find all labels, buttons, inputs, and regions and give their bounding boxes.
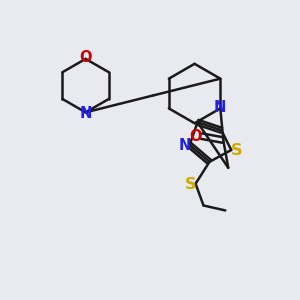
Text: N: N: [213, 100, 226, 115]
Text: N: N: [178, 137, 191, 152]
Text: O: O: [80, 50, 92, 65]
Text: S: S: [185, 177, 197, 192]
Text: O: O: [189, 129, 202, 144]
Text: S: S: [230, 142, 242, 158]
Text: N: N: [80, 106, 92, 121]
